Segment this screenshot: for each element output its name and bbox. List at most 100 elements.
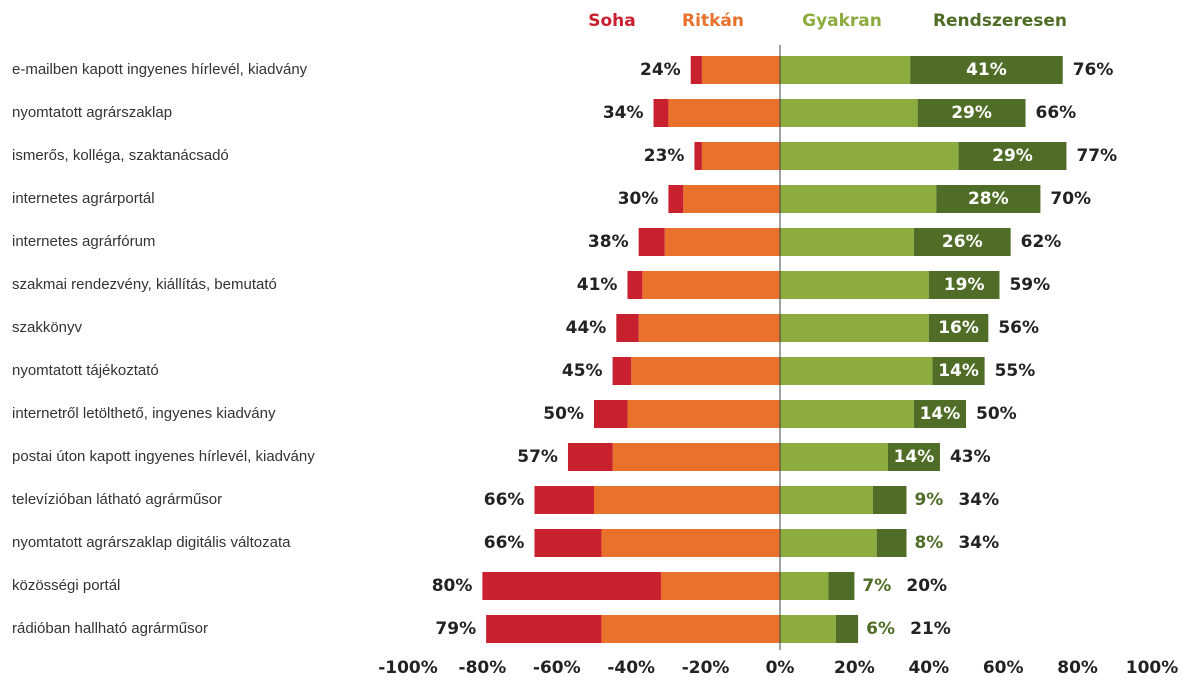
- bar-segment: [638, 314, 780, 342]
- x-tick-label: -20%: [682, 658, 730, 678]
- x-tick-label: 20%: [834, 658, 875, 678]
- right-total-label: 20%: [906, 576, 947, 596]
- bar-segment: [627, 400, 780, 428]
- value-label: 6%: [866, 619, 895, 639]
- bar-segment: [780, 486, 873, 514]
- right-total-label: 59%: [1009, 275, 1050, 295]
- category-label: e-mailben kapott ingyenes hírlevél, kiad…: [12, 61, 308, 78]
- legend-label: Ritkán: [682, 11, 744, 31]
- x-tick-label: -40%: [607, 658, 655, 678]
- bar-segment: [917, 99, 1026, 127]
- left-total-label: 24%: [640, 60, 681, 80]
- bar-segment: [780, 529, 877, 557]
- category-label: nyomtatott tájékoztató: [12, 362, 159, 379]
- category-label: szakmai rendezvény, kiállítás, bemutató: [12, 276, 277, 293]
- right-total-label: 62%: [1021, 232, 1062, 252]
- bar-segment: [594, 486, 780, 514]
- category-label: szakkönyv: [12, 319, 83, 336]
- bar-segment: [627, 271, 643, 299]
- bar-segment: [638, 228, 665, 256]
- right-total-label: 34%: [958, 490, 999, 510]
- x-tick-label: -60%: [533, 658, 581, 678]
- bar-segment: [594, 400, 628, 428]
- bar-segment: [913, 400, 966, 428]
- value-label: 9%: [914, 490, 943, 510]
- right-total-label: 43%: [950, 447, 991, 467]
- bar-segment: [780, 99, 918, 127]
- bar-segment: [928, 314, 989, 342]
- left-total-label: 38%: [588, 232, 629, 252]
- bar-segment: [694, 142, 702, 170]
- value-label: 26%: [942, 232, 983, 252]
- bar-segment: [780, 228, 914, 256]
- right-total-label: 50%: [976, 404, 1017, 424]
- category-label: internetes agrárportál: [12, 190, 155, 207]
- bar-segment: [642, 271, 780, 299]
- left-total-label: 44%: [566, 318, 607, 338]
- right-total-label: 21%: [910, 619, 951, 639]
- value-label: 19%: [944, 275, 985, 295]
- left-total-label: 41%: [577, 275, 618, 295]
- value-label: 29%: [951, 103, 992, 123]
- x-tick-label: 100%: [1126, 658, 1179, 678]
- bar-segment: [780, 572, 829, 600]
- right-total-label: 55%: [995, 361, 1036, 381]
- value-label: 7%: [862, 576, 891, 596]
- value-label: 28%: [968, 189, 1009, 209]
- bar-segment: [780, 443, 888, 471]
- x-tick-label: 0%: [766, 658, 795, 678]
- x-tick-label: -80%: [459, 658, 507, 678]
- x-tick-label: 60%: [983, 658, 1024, 678]
- category-label: nyomtatott agrárszaklap: [12, 104, 172, 121]
- category-label: televízióban látható agrárműsor: [12, 491, 222, 508]
- bar-segment: [612, 357, 632, 385]
- left-total-label: 66%: [484, 533, 525, 553]
- x-tick-label: -100%: [378, 658, 438, 678]
- category-label: nyomtatott agrárszaklap digitális változ…: [12, 534, 291, 551]
- value-label: 14%: [938, 361, 979, 381]
- left-total-label: 34%: [603, 103, 644, 123]
- bar-segment: [936, 185, 1041, 213]
- bar-segment: [780, 56, 911, 84]
- bar-segment: [780, 615, 836, 643]
- right-total-label: 66%: [1036, 103, 1077, 123]
- left-total-label: 80%: [432, 576, 473, 596]
- left-total-label: 45%: [562, 361, 603, 381]
- category-label: ismerős, kolléga, szaktanácsadó: [12, 147, 229, 164]
- value-label: 14%: [894, 447, 935, 467]
- category-label: internetről letölthető, ingyenes kiadván…: [12, 405, 276, 422]
- bar-segment: [701, 56, 780, 84]
- left-total-label: 30%: [618, 189, 659, 209]
- bar-segment: [701, 142, 780, 170]
- bar-segment: [660, 572, 780, 600]
- bar-segment: [958, 142, 1067, 170]
- bar-segment: [567, 443, 613, 471]
- bar-segment: [482, 572, 661, 600]
- bar-segment: [780, 400, 914, 428]
- left-total-label: 23%: [644, 146, 685, 166]
- bar-segment: [534, 529, 602, 557]
- value-label: 41%: [966, 60, 1007, 80]
- category-label: közösségi portál: [12, 577, 120, 594]
- bar-segment: [910, 56, 1063, 84]
- value-label: 16%: [938, 318, 979, 338]
- right-total-label: 76%: [1073, 60, 1114, 80]
- category-label: internetes agrárfórum: [12, 233, 155, 250]
- bar-segment: [928, 271, 1000, 299]
- bar-segment: [601, 529, 780, 557]
- right-total-label: 70%: [1050, 189, 1091, 209]
- bar-segment: [668, 185, 684, 213]
- bar-segment: [780, 314, 929, 342]
- bar-segment: [664, 228, 780, 256]
- bar-segment: [828, 572, 855, 600]
- bar-segment: [932, 357, 985, 385]
- bar-segment: [534, 486, 594, 514]
- legend-label: Rendszeresen: [933, 11, 1067, 31]
- bar-segment: [653, 99, 669, 127]
- bar-segment: [780, 185, 937, 213]
- bar-segment: [616, 314, 639, 342]
- left-total-label: 79%: [435, 619, 476, 639]
- category-label: rádióban hallható agrárműsor: [12, 620, 208, 637]
